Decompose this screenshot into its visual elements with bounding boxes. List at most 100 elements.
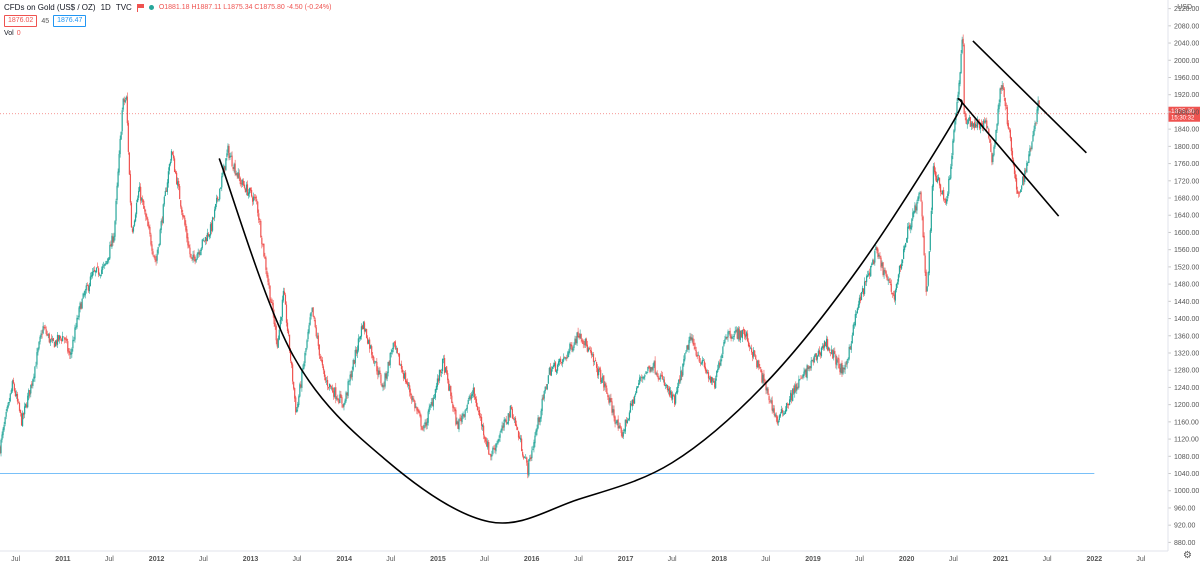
- candle-body: [884, 269, 886, 272]
- candle-body: [456, 421, 458, 425]
- candle-body: [910, 226, 912, 230]
- candle-body: [54, 340, 57, 347]
- candle-body: [138, 190, 140, 198]
- candle-body: [758, 360, 760, 367]
- gear-icon[interactable]: ⚙: [1183, 550, 1192, 561]
- candle-body: [85, 285, 87, 291]
- candle-body: [974, 123, 977, 128]
- flag-icon[interactable]: [136, 3, 144, 12]
- candle-body: [424, 421, 426, 425]
- candle-body: [382, 384, 384, 388]
- candle-body: [114, 221, 116, 237]
- candle-body: [279, 319, 281, 330]
- candle-body: [699, 361, 701, 363]
- candle-body: [174, 171, 177, 174]
- channel-upper-line[interactable]: [972, 40, 1087, 154]
- candle-body: [934, 171, 937, 177]
- candle-body: [800, 378, 802, 380]
- channel-lower-line[interactable]: [957, 97, 1060, 217]
- candle-body: [431, 402, 433, 406]
- candle-body: [280, 317, 282, 321]
- candle-body: [33, 376, 35, 379]
- candle-body: [798, 379, 800, 388]
- candle-body: [484, 436, 486, 439]
- candle-body: [158, 244, 160, 247]
- candle-body: [588, 348, 590, 350]
- source-label: TVC: [115, 3, 132, 12]
- candle-body: [223, 165, 225, 173]
- y-tick-label: 1440.00: [1174, 299, 1199, 306]
- candle-body: [1023, 175, 1025, 182]
- candle-body: [602, 376, 604, 381]
- candle-body: [983, 120, 985, 128]
- candle-body: [200, 248, 202, 252]
- candle-body: [70, 352, 72, 355]
- candle-body: [519, 438, 522, 440]
- candle-body: [97, 268, 100, 275]
- candle-body: [553, 362, 556, 367]
- candle-body: [725, 336, 727, 339]
- y-axis[interactable]: 880.00 920.00 960.00 1000.00 1040.00 1080.00 1…: [1167, 0, 1199, 551]
- candle-body: [747, 341, 750, 347]
- candle-body: [190, 253, 192, 258]
- candle-body: [836, 359, 838, 366]
- candle-body: [814, 353, 816, 357]
- symbol-title[interactable]: CFDs on Gold (US$ / OZ): [4, 3, 96, 12]
- candle-body: [948, 179, 950, 194]
- candle-body: [838, 358, 840, 369]
- y-tick-label: 1240.00: [1174, 385, 1199, 392]
- candle-body: [63, 336, 65, 338]
- candle-body: [202, 239, 204, 241]
- bid-price[interactable]: 1876.02: [4, 15, 38, 27]
- currency-label[interactable]: USD: [1177, 4, 1192, 11]
- candle-body: [932, 166, 934, 187]
- x-axis[interactable]: Jul 2011 Jul 2012 Jul 2013 Jul 2014 Jul 2015 Jul 20…: [0, 550, 1168, 563]
- candle-body: [76, 317, 78, 328]
- candle-body: [305, 348, 307, 352]
- candle-body: [220, 187, 222, 189]
- ask-price[interactable]: 1876.47: [53, 15, 87, 27]
- drawings-layer[interactable]: [218, 40, 1087, 524]
- x-tick-label: 2020: [899, 556, 915, 563]
- candle-body: [580, 333, 582, 340]
- candle-body: [859, 296, 862, 301]
- candle-body: [182, 212, 184, 217]
- candle-body: [746, 333, 749, 342]
- candle-body: [993, 147, 995, 156]
- interval-label[interactable]: 1D: [100, 3, 111, 12]
- candle-body: [785, 403, 788, 412]
- candle-body: [715, 378, 717, 389]
- candle-body: [590, 350, 593, 356]
- candle-body: [148, 225, 150, 229]
- candle-body: [116, 185, 118, 201]
- candle-body: [737, 328, 739, 340]
- y-tick-label: 1200.00: [1174, 402, 1199, 409]
- candle-body: [362, 321, 365, 330]
- candle-body: [147, 219, 149, 227]
- candle-body: [288, 334, 291, 351]
- candle-body: [35, 365, 37, 367]
- candle-body: [654, 360, 656, 374]
- candle-body: [38, 341, 40, 349]
- candle-body: [494, 447, 496, 451]
- candle-body: [59, 336, 62, 339]
- candle-body: [1036, 109, 1038, 123]
- candle-body: [756, 360, 758, 368]
- candle-body: [353, 360, 355, 365]
- candle-body: [452, 403, 454, 408]
- candle-body: [967, 119, 969, 124]
- cup-curve[interactable]: [218, 97, 963, 524]
- candle-body: [827, 339, 829, 351]
- candle-body: [377, 370, 379, 376]
- candle-body: [865, 281, 867, 282]
- candle-body: [156, 253, 158, 261]
- candle-body: [854, 314, 856, 326]
- candle-body: [371, 346, 373, 355]
- candle-body: [666, 384, 669, 391]
- last-price-label: [1168, 106, 1200, 122]
- candle-body: [250, 190, 253, 197]
- candle-body: [990, 143, 992, 152]
- candle-body: [721, 354, 723, 359]
